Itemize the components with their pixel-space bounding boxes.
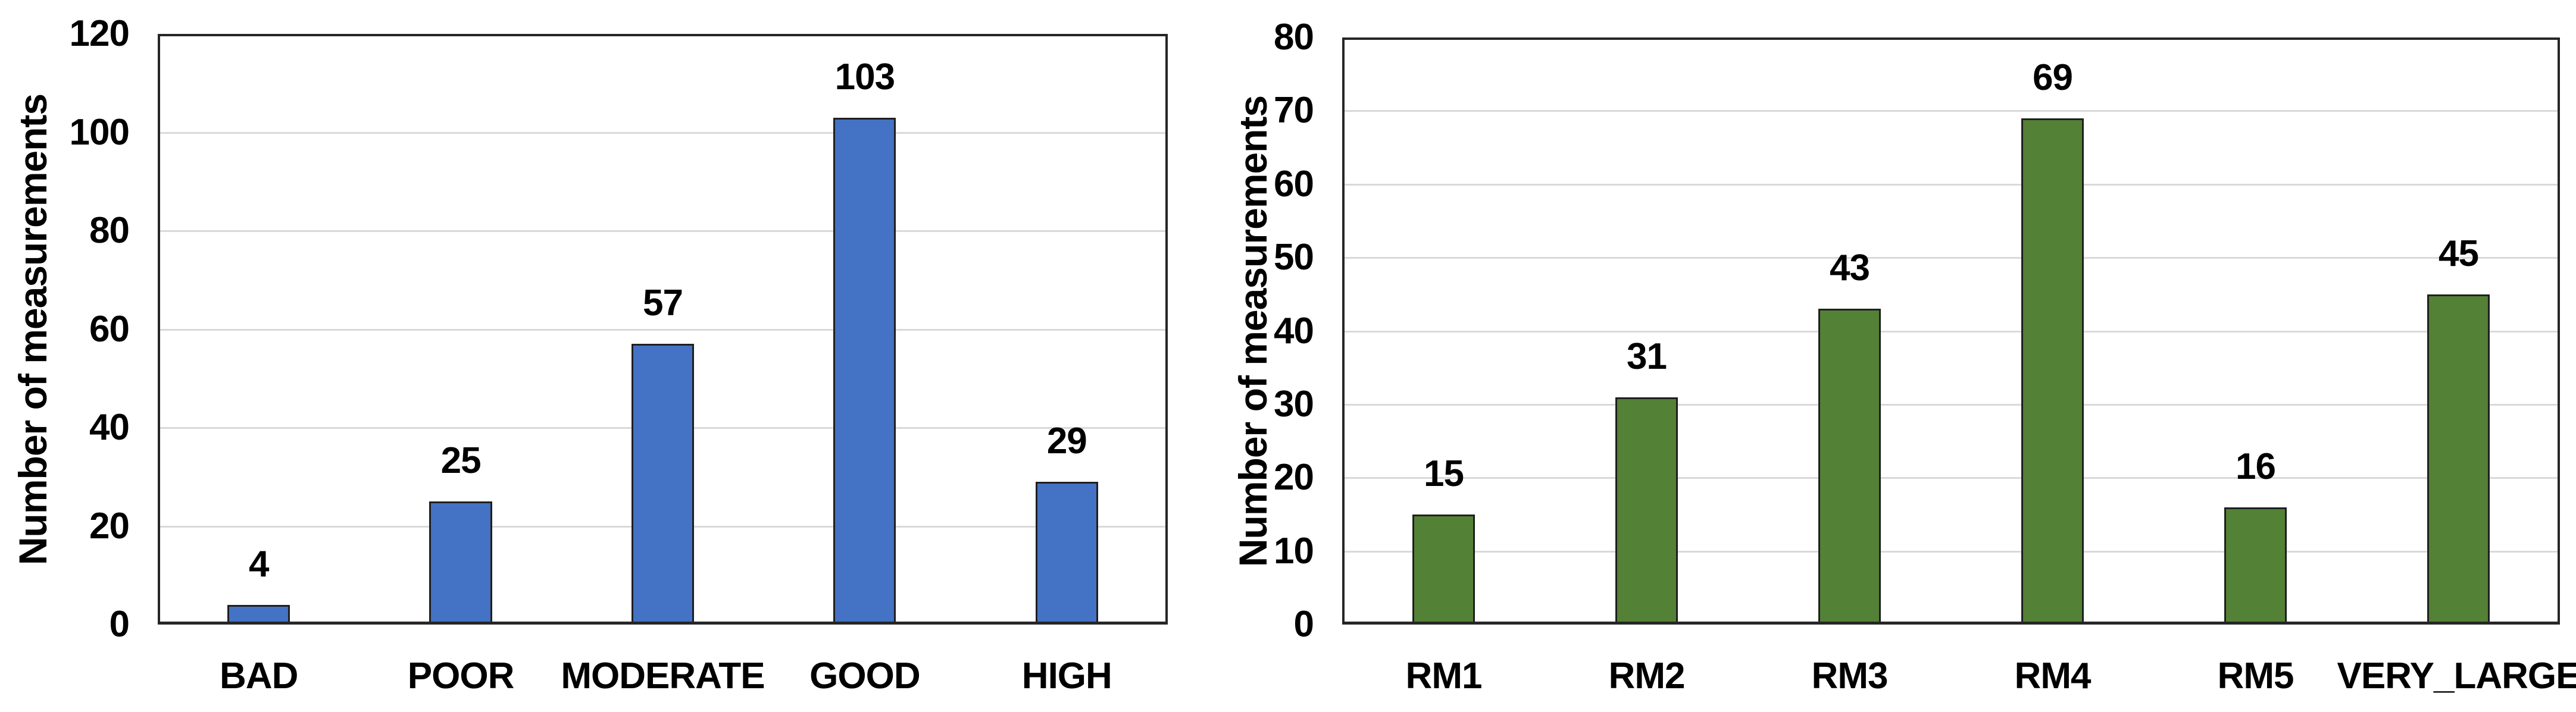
x-axis-label-rm5: RM5	[2217, 655, 2294, 697]
bar-rm3	[1818, 309, 1881, 625]
bar-very_large	[2427, 294, 2490, 625]
value-label-rm1: 15	[1424, 453, 1464, 494]
value-label-very_large: 45	[2439, 233, 2479, 274]
x-axis-label-rm1: RM1	[1405, 655, 1483, 697]
y-tick-label-40: 40	[89, 407, 130, 448]
y-tick-label-80: 80	[1274, 17, 1314, 58]
value-label-rm3: 43	[1830, 247, 1870, 289]
value-label-poor: 25	[440, 440, 482, 482]
value-label-bad: 4	[248, 543, 269, 585]
bar-poor	[429, 501, 492, 625]
x-axis-label-rm2: RM2	[1608, 655, 1686, 697]
value-label-rm4: 69	[2033, 57, 2073, 98]
y-tick-label-0: 0	[109, 604, 130, 645]
x-axis-label-rm4: RM4	[2014, 655, 2092, 697]
x-axis-label-moderate: MODERATE	[561, 655, 765, 697]
y-tick-label-70: 70	[1274, 90, 1314, 131]
value-label-rm2: 31	[1627, 335, 1667, 377]
bar-high	[1035, 482, 1098, 625]
gridline-y-20	[1342, 477, 2560, 479]
gridline-y-60	[158, 328, 1168, 331]
left-chart-panel: Number of measurements 0 20 40 60 80 100 120 4 B…	[0, 0, 1214, 712]
bar-rm4	[2021, 118, 2084, 625]
gridline-y-40	[1342, 330, 2560, 333]
y-tick-label-40: 40	[1274, 310, 1314, 352]
gridline-y-100	[158, 131, 1168, 134]
y-tick-label-60: 60	[1274, 163, 1314, 205]
x-axis-label-very_large: VERY_LARGE	[2337, 655, 2576, 697]
right-chart-panel: Number of measurements 0 10 20 30 40 50 60 70 80…	[1214, 0, 2576, 712]
y-tick-label-10: 10	[1274, 530, 1314, 572]
x-axis-label-bad: BAD	[220, 655, 298, 697]
y-tick-label-20: 20	[89, 505, 130, 547]
x-axis-label-rm3: RM3	[1811, 655, 1889, 697]
bar-good	[833, 117, 896, 625]
y-tick-label-0: 0	[1293, 604, 1314, 645]
gridline-y-80	[158, 230, 1168, 232]
bar-bad	[227, 604, 290, 625]
y-tick-label-80: 80	[89, 210, 130, 251]
x-axis-label-high: HIGH	[1021, 655, 1112, 697]
y-tick-label-120: 120	[69, 13, 130, 54]
gridline-y-70	[1342, 110, 2560, 112]
y-tick-label-60: 60	[89, 308, 130, 350]
y-tick-label-50: 50	[1274, 237, 1314, 278]
gridline-y-50	[1342, 257, 2560, 259]
bar-rm2	[1615, 397, 1678, 625]
gridline-y-10	[1342, 550, 2560, 553]
bar-moderate	[631, 344, 695, 625]
gridline-y-30	[1342, 403, 2560, 406]
y-tick-label-20: 20	[1274, 457, 1314, 498]
x-axis-label-good: GOOD	[809, 655, 920, 697]
value-label-good: 103	[834, 56, 895, 98]
bar-rm5	[2224, 507, 2287, 625]
value-label-high: 29	[1046, 421, 1087, 462]
value-label-moderate: 57	[643, 283, 683, 324]
x-axis-label-poor: POOR	[407, 655, 515, 697]
value-label-rm5: 16	[2236, 446, 2276, 487]
y-tick-label-30: 30	[1274, 383, 1314, 425]
bar-rm1	[1412, 514, 1475, 625]
y-tick-label-100: 100	[69, 111, 130, 153]
gridline-y-60	[1342, 183, 2560, 186]
